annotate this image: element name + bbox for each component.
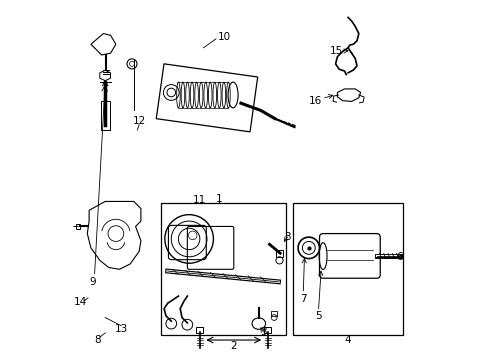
Bar	[275, 250, 283, 257]
Text: 12: 12	[132, 116, 145, 126]
Text: 3: 3	[260, 327, 266, 337]
Bar	[264, 327, 271, 333]
Text: 8: 8	[95, 335, 101, 345]
Bar	[270, 311, 277, 316]
Text: 16: 16	[308, 95, 332, 106]
Text: 5: 5	[314, 271, 322, 321]
Bar	[160, 203, 285, 336]
Text: 9: 9	[89, 277, 96, 287]
Bar	[196, 327, 203, 333]
Bar	[75, 224, 80, 229]
Bar	[101, 102, 110, 130]
Text: 13: 13	[114, 324, 128, 334]
Text: 15: 15	[329, 46, 347, 57]
Text: 3: 3	[284, 232, 290, 242]
Text: 7: 7	[299, 259, 306, 303]
Text: 1: 1	[216, 194, 223, 203]
Text: 11: 11	[193, 195, 206, 205]
Text: 4: 4	[344, 335, 351, 345]
Text: 2: 2	[230, 341, 237, 351]
Bar	[292, 203, 403, 336]
Text: 10: 10	[218, 32, 231, 42]
Text: 14: 14	[73, 297, 87, 307]
Text: 6: 6	[396, 252, 403, 262]
